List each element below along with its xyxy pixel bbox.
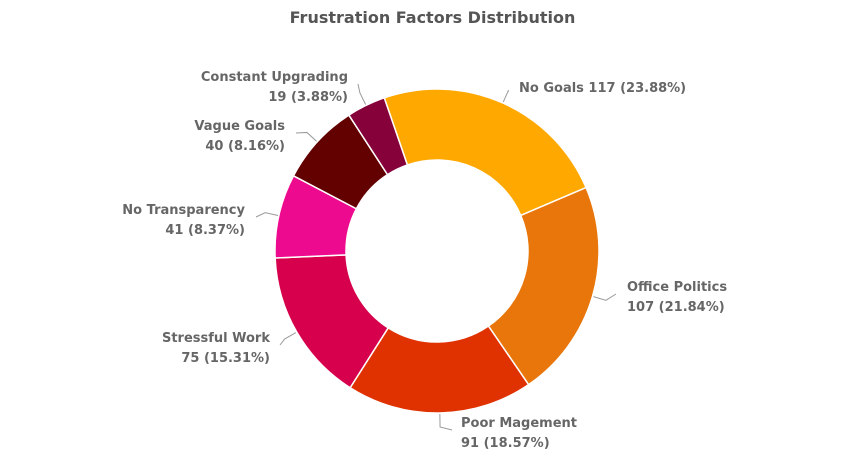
data-label-value: 40 (8.16%) — [205, 139, 285, 154]
leader-line — [279, 332, 297, 346]
leader-line — [357, 83, 367, 105]
donut-slice-office-politics[interactable] — [487, 186, 600, 386]
data-label-name: Constant Upgrading — [201, 70, 348, 85]
data-label-line: No Goals 117 (23.88%) — [519, 81, 686, 96]
data-label-name: No Transparency — [122, 203, 245, 218]
data-label: Vague Goals 40 (8.16%) — [194, 119, 285, 154]
data-label: Constant Upgrading 19 (3.88%) — [201, 70, 348, 105]
data-label: Stressful Work 75 (15.31%) — [162, 331, 270, 366]
data-label-value: 19 (3.88%) — [268, 90, 348, 105]
leader-line — [295, 131, 317, 142]
data-label-name: Poor Magement — [461, 416, 577, 431]
data-label-name: Stressful Work — [162, 331, 270, 346]
donut-slice-constant-upgrading[interactable] — [347, 96, 409, 176]
data-label-value: 107 (21.84%) — [627, 300, 725, 315]
leader-line — [439, 413, 453, 431]
data-label-value: 75 (15.31%) — [181, 351, 270, 366]
data-label-value: 91 (18.57%) — [461, 436, 550, 451]
data-label: No Transparency 41 (8.37%) — [122, 203, 245, 238]
leader-line — [593, 293, 617, 301]
data-label-name: Office Politics — [627, 280, 727, 295]
data-label-name: Vague Goals — [194, 119, 285, 134]
data-label-value: 41 (8.37%) — [165, 223, 245, 238]
chart-title: Frustration Factors Distribution — [289, 8, 576, 27]
data-label: Office Politics 107 (21.84%) — [627, 280, 727, 315]
data-label: Poor Magement 91 (18.57%) — [461, 416, 577, 451]
leader-line — [255, 212, 279, 218]
data-label: No Goals 117 (23.88%) — [519, 81, 686, 96]
donut-slice-no-goals[interactable] — [383, 88, 588, 217]
leader-line — [502, 89, 510, 103]
